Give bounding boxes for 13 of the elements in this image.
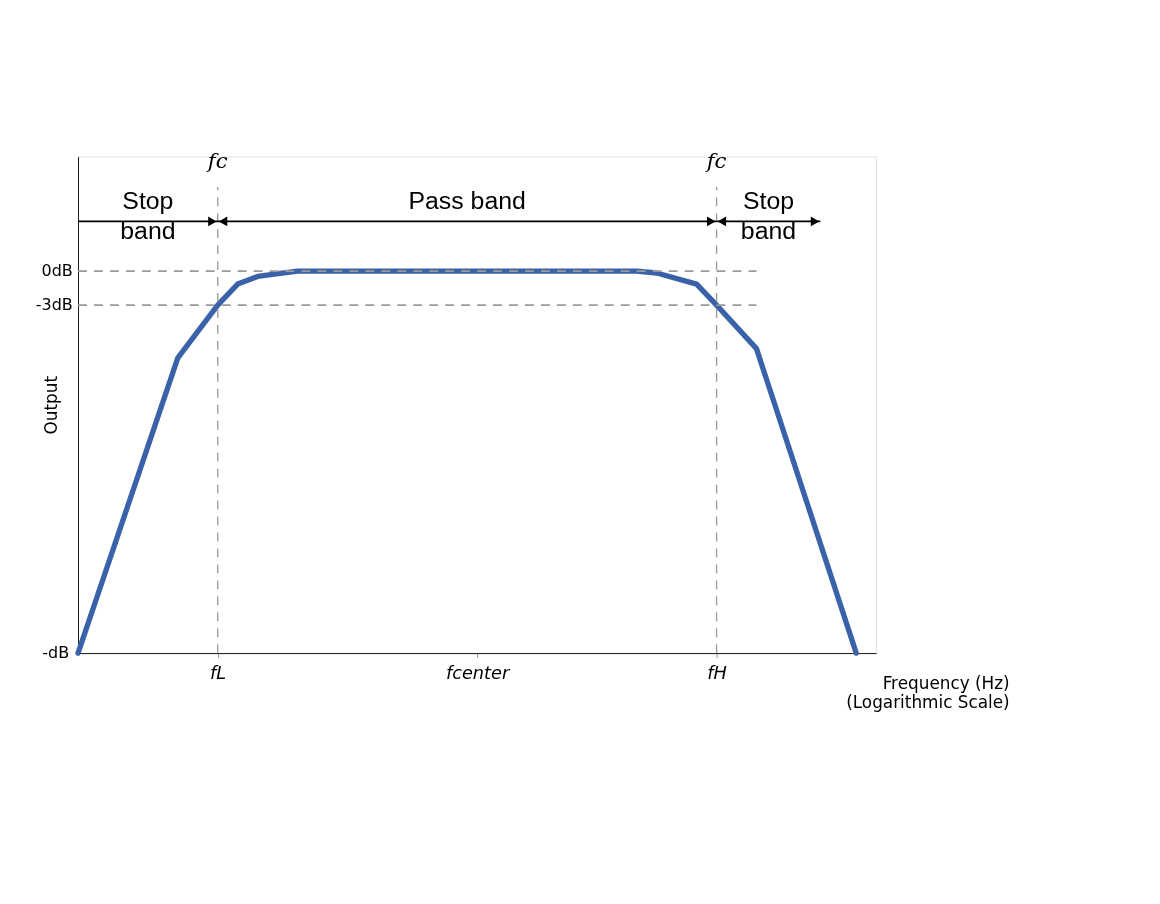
text: Stop band — [740, 187, 797, 245]
x-tick-label: fL — [210, 663, 227, 684]
text: Stop band — [120, 187, 176, 245]
ref-line-label: fc — [205, 148, 228, 174]
ref-line-label: 0dB — [41, 260, 73, 280]
x-tick-label: fH — [707, 663, 727, 684]
x-axis-title: Frequency (Hz) (Logarithmic Scale) — [846, 673, 1010, 712]
text: -dB — [42, 642, 70, 662]
text: Pass band — [408, 187, 526, 215]
ref-line-label: fc — [704, 148, 727, 174]
x-tick-label: fcenter — [445, 663, 511, 684]
ref-line-label: -3dB — [35, 294, 73, 314]
y-axis-title: Output — [41, 375, 62, 435]
